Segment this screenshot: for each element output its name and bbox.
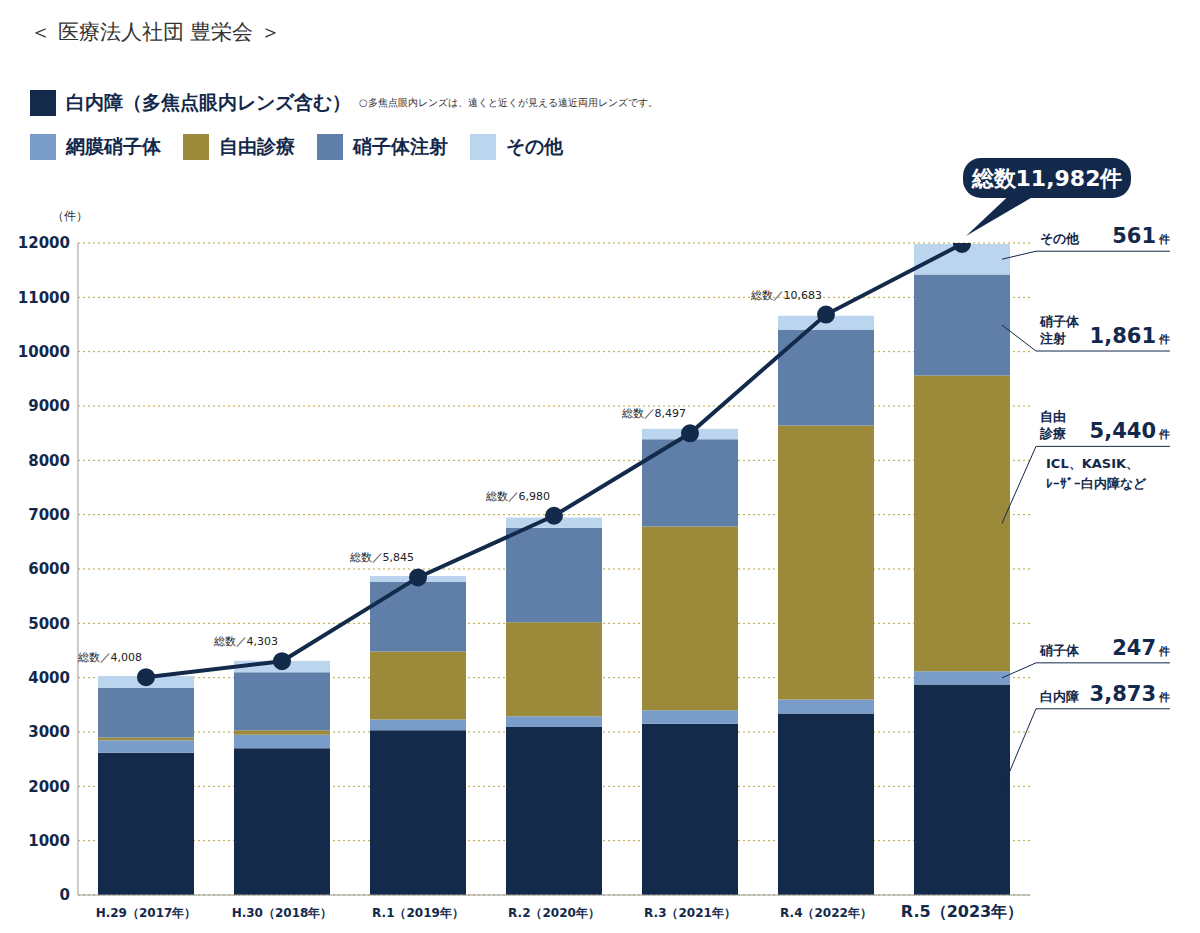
svg-text:5000: 5000 — [28, 615, 70, 633]
svg-text:9000: 9000 — [28, 397, 70, 415]
svg-text:12000: 12000 — [18, 234, 70, 252]
html-text:その他: その他 — [506, 135, 563, 157]
html-text:＜ 医療法人社団 豊栄会 ＞: ＜ 医療法人社団 豊栄会 ＞ — [30, 20, 281, 44]
svg-text:4000: 4000 — [28, 669, 70, 687]
svg-text:件: 件 — [1158, 691, 1170, 704]
html-text:○多焦点眼内レンズは、遠くと近くが見える遠近両用レンズです。: ○多焦点眼内レンズは、遠くと近くが見える遠近両用レンズです。 — [359, 97, 658, 108]
svg-text:白内障: 白内障 — [1040, 689, 1079, 704]
svg-text:247: 247 — [1112, 636, 1156, 660]
svg-text:総数／4,008: 総数／4,008 — [77, 651, 143, 664]
svg-text:R.2（2020年）: R.2（2020年） — [508, 906, 600, 920]
svg-text:件: 件 — [1158, 233, 1170, 246]
svg-text:R.1（2019年）: R.1（2019年） — [372, 906, 464, 920]
svg-text:1,861: 1,861 — [1090, 324, 1156, 348]
html-text:（件）: （件） — [52, 209, 88, 223]
svg-text:H.30（2018年）: H.30（2018年） — [232, 906, 333, 920]
svg-text:R.4（2022年）: R.4（2022年） — [780, 906, 872, 920]
svg-text:R.5（2023年）: R.5（2023年） — [901, 902, 1023, 921]
svg-text:ICL、KASIK、: ICL、KASIK、 — [1046, 456, 1139, 471]
svg-text:件: 件 — [1158, 428, 1170, 441]
svg-text:6000: 6000 — [28, 560, 70, 578]
svg-text:3,873: 3,873 — [1090, 682, 1156, 706]
svg-text:自由: 自由 — [1040, 409, 1066, 424]
html-text:硝子体注射: 硝子体注射 — [353, 135, 448, 157]
svg-text:総数／5,845: 総数／5,845 — [349, 551, 415, 564]
svg-text:総数／6,980: 総数／6,980 — [485, 490, 551, 503]
svg-text:ﾚｰｻﾞｰ白内障など: ﾚｰｻﾞｰ白内障など — [1046, 476, 1147, 491]
svg-text:561: 561 — [1112, 224, 1156, 248]
svg-text:1000: 1000 — [28, 832, 70, 850]
svg-text:注射: 注射 — [1039, 331, 1066, 346]
svg-text:総数11,982件: 総数11,982件 — [971, 166, 1123, 191]
svg-text:件: 件 — [1158, 333, 1170, 346]
svg-text:診療: 診療 — [1039, 426, 1066, 441]
svg-text:7000: 7000 — [28, 506, 70, 524]
svg-text:0: 0 — [60, 886, 70, 904]
svg-text:R.3（2021年）: R.3（2021年） — [644, 906, 736, 920]
html-text:網膜硝子体: 網膜硝子体 — [66, 135, 161, 157]
svg-text:件: 件 — [1158, 645, 1170, 658]
html-text:自由診療: 自由診療 — [219, 135, 295, 157]
svg-text:3000: 3000 — [28, 723, 70, 741]
svg-text:総数／4,303: 総数／4,303 — [213, 635, 279, 648]
svg-text:8000: 8000 — [28, 452, 70, 470]
svg-text:総数／8,497: 総数／8,497 — [621, 407, 687, 420]
svg-text:11000: 11000 — [18, 289, 70, 307]
svg-text:H.29（2017年）: H.29（2017年） — [96, 906, 197, 920]
svg-text:5,440: 5,440 — [1090, 419, 1156, 443]
svg-text:硝子体: 硝子体 — [1039, 314, 1080, 329]
html-text:白内障（多焦点眼内レンズ含む）: 白内障（多焦点眼内レンズ含む） — [66, 91, 351, 113]
svg-text:硝子体: 硝子体 — [1039, 643, 1080, 658]
svg-text:その他: その他 — [1040, 231, 1080, 246]
svg-text:2000: 2000 — [28, 778, 70, 796]
svg-text:総数／10,683: 総数／10,683 — [750, 289, 823, 302]
svg-text:10000: 10000 — [18, 343, 70, 361]
